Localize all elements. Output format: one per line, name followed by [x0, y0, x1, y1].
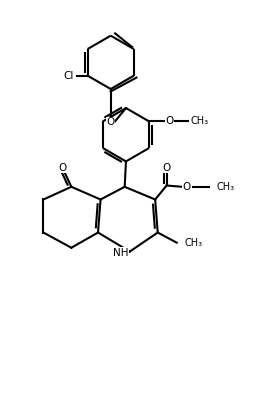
Text: CH₃: CH₃	[216, 182, 234, 192]
Text: O: O	[58, 163, 67, 173]
Text: O: O	[162, 163, 171, 173]
Text: O: O	[107, 117, 115, 127]
Text: O: O	[165, 117, 173, 126]
Text: O: O	[183, 182, 191, 192]
Text: Cl: Cl	[63, 71, 74, 81]
Text: NH: NH	[113, 248, 128, 258]
Text: CH₃: CH₃	[184, 238, 203, 248]
Text: CH₃: CH₃	[191, 117, 209, 126]
